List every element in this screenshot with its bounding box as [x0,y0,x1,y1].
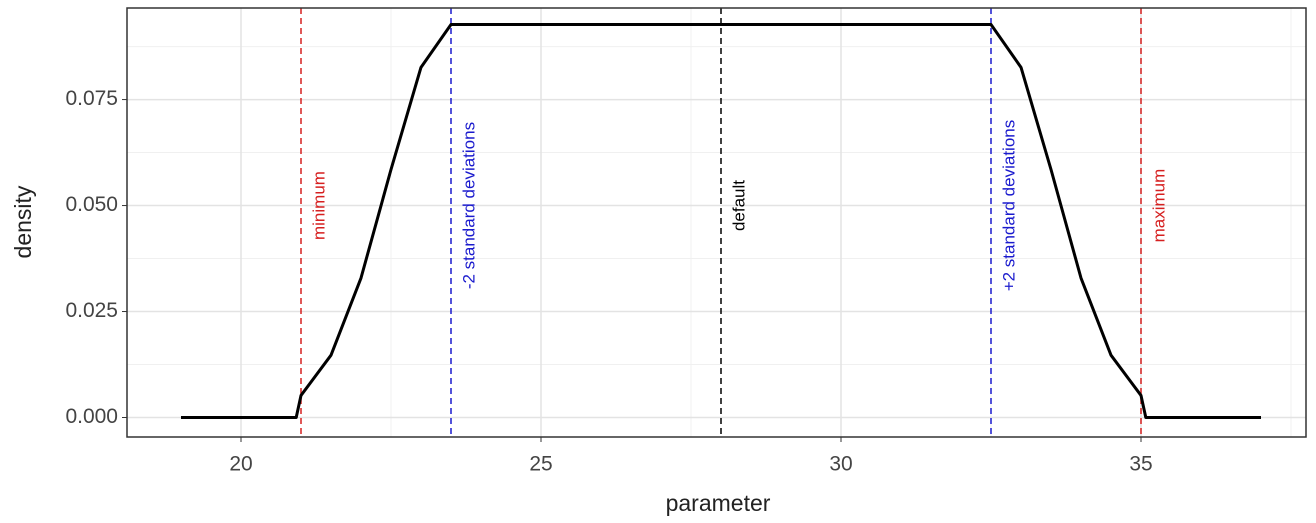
x-tick-label: 20 [229,453,252,476]
y-tick-label: 0.050 [65,193,118,216]
y-tick-label: 0.075 [65,87,118,110]
y-axis-title: density [10,185,36,258]
reference-label: -2 standard deviations [459,122,478,289]
x-tick-label: 30 [829,453,852,476]
x-tick-label: 25 [529,453,552,476]
y-tick-label: 0.025 [65,299,118,322]
plot-border [126,7,1307,438]
y-tick-label: 0.000 [65,405,118,428]
x-axis-title: parameter [666,490,771,516]
x-tick-label: 35 [1129,453,1152,476]
reference-label: minimum [309,171,328,240]
reference-label: default [729,180,748,231]
line [181,23,1261,419]
reference-label: maximum [1149,169,1168,243]
reference-label: +2 standard deviations [999,120,1018,292]
